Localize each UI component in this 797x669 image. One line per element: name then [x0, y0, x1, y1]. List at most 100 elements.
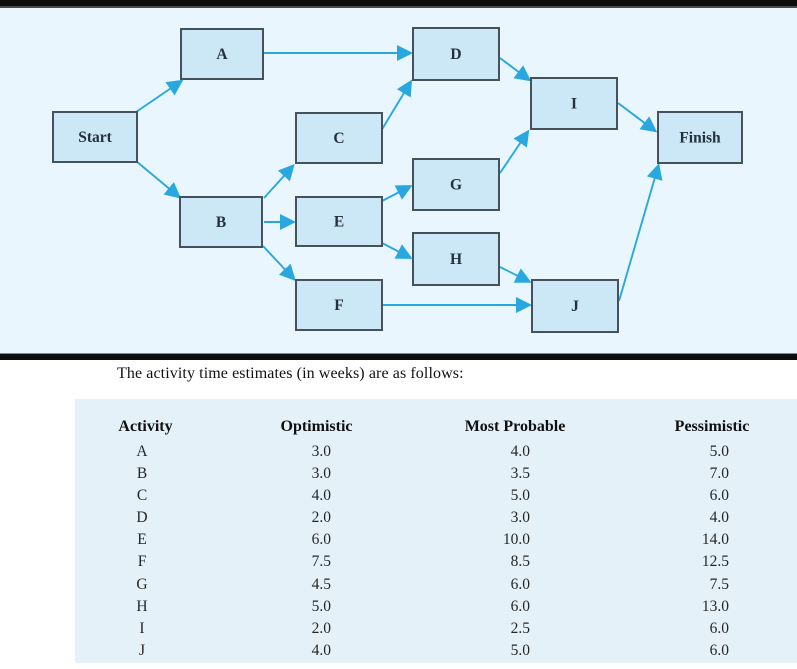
most-probable-cell: 8.5 [510, 553, 530, 571]
activity-cell: C [136, 487, 148, 505]
table-row-d: D 2.0 3.0 4.0 [75, 507, 797, 529]
node-f-label: F [334, 297, 343, 314]
most-probable-cell: 10.0 [502, 531, 530, 549]
pessimistic-cell: 13.0 [701, 597, 729, 615]
pessimistic-cell: 6.0 [709, 619, 729, 637]
node-j-label: J [571, 298, 579, 315]
network-diagram: Start A B C D E F G H I J Finish [52, 27, 743, 333]
edge-d-i [499, 57, 532, 82]
most-probable-cell: 3.5 [510, 465, 530, 483]
activity-cell: B [136, 465, 148, 483]
node-start-label: Start [78, 129, 112, 146]
optimistic-cell: 4.0 [311, 641, 331, 659]
activity-cell: A [136, 443, 148, 460]
table-row-h: H 5.0 6.0 13.0 [75, 596, 797, 618]
node-start [52, 111, 138, 163]
optimistic-cell: 3.0 [311, 443, 331, 460]
optimistic-cell: 4.5 [311, 575, 331, 593]
most-probable-cell: 5.0 [510, 641, 530, 659]
edge-h-j [499, 266, 532, 283]
node-h-label: H [450, 251, 462, 268]
most-probable-cell: 3.0 [510, 509, 530, 527]
pessimistic-cell: 7.5 [709, 575, 729, 593]
pessimistic-cell: 7.0 [709, 465, 729, 483]
table-row-b: B 3.0 3.5 7.0 [75, 463, 797, 485]
edge-e-h [381, 242, 413, 259]
node-b [179, 196, 263, 248]
node-i [530, 77, 618, 130]
node-a [180, 28, 264, 80]
edge-e-g [381, 185, 413, 202]
node-c [295, 112, 383, 164]
edge-i-finish [617, 102, 658, 133]
optimistic-cell: 6.0 [311, 531, 331, 549]
edge-j-finish [618, 163, 663, 302]
table-row-a: A 3.0 4.0 5.0 [75, 441, 797, 463]
edge-g-i [499, 129, 530, 174]
node-d-label: D [450, 46, 461, 63]
most-probable-cell: 4.0 [510, 443, 530, 460]
optimistic-cell: 3.0 [311, 465, 331, 483]
activity-cell: F [137, 553, 147, 571]
node-c-label: C [333, 130, 344, 147]
pessimistic-cell: 6.0 [709, 487, 729, 505]
top-rule [0, 0, 797, 8]
table-row-j: J 4.0 5.0 6.0 [75, 640, 797, 662]
table-row-f: F 7.5 8.5 12.5 [75, 551, 797, 573]
activity-cell: D [136, 509, 148, 527]
pessimistic-cell: 14.0 [701, 531, 729, 549]
table-row-c: C 4.0 5.0 6.0 [75, 485, 797, 507]
most-probable-cell: 5.0 [510, 487, 530, 505]
node-b-label: B [216, 214, 226, 231]
node-a-label: A [216, 46, 228, 63]
node-j [531, 279, 619, 333]
column-header-activity: Activity [118, 418, 173, 435]
activity-cell: G [136, 575, 148, 593]
table-row-e: E 6.0 10.0 14.0 [75, 529, 797, 551]
pessimistic-cell: 12.5 [701, 553, 729, 571]
edge-b-f [262, 245, 296, 281]
table-body: A 3.0 4.0 5.0 B 3.0 3.5 7.0 C 4.0 5.0 6.0 D 2.0 3.0 4.0… [75, 441, 797, 662]
edge-start-b [135, 160, 182, 199]
most-probable-cell: 6.0 [510, 597, 530, 615]
node-i-label: I [571, 96, 577, 113]
activity-cell: E [137, 531, 147, 549]
optimistic-cell: 4.0 [311, 487, 331, 505]
activity-cell: H [136, 597, 148, 615]
node-d [412, 27, 500, 81]
most-probable-cell: 6.0 [510, 575, 530, 593]
pessimistic-cell: 6.0 [709, 641, 729, 659]
edge-b-c [263, 164, 295, 199]
activity-times-table: Activity Optimistic Most Probable Pessim… [75, 399, 797, 663]
column-header-pessimistic: Pessimistic [674, 418, 750, 435]
activity-cell: I [139, 619, 145, 637]
table-caption: The activity time estimates (in weeks) a… [117, 365, 464, 382]
most-probable-cell: 2.5 [510, 619, 530, 637]
node-finish-label: Finish [679, 130, 721, 147]
activity-cell: J [138, 641, 146, 659]
optimistic-cell: 5.0 [311, 597, 331, 615]
optimistic-cell: 2.0 [311, 509, 331, 527]
nodes-layer: Start A B C D E F G H I J Finish [52, 27, 743, 333]
edges-layer [135, 44, 663, 314]
node-finish [657, 111, 743, 164]
node-g-label: G [450, 177, 462, 194]
divider-rule [0, 353, 797, 360]
node-g [412, 158, 500, 211]
node-e [295, 196, 383, 247]
node-e-label: E [334, 214, 344, 231]
node-f [295, 279, 383, 331]
column-header-optimistic: Optimistic [280, 418, 353, 435]
network-diagram-panel: Start A B C D E F G H I J Finish [0, 8, 797, 353]
column-header-most-probable: Most Probable [464, 418, 566, 435]
edge-start-a [135, 79, 184, 113]
edge-c-d [380, 79, 413, 132]
optimistic-cell: 2.0 [311, 619, 331, 637]
pessimistic-cell: 5.0 [709, 443, 729, 460]
table-row-g: G 4.5 6.0 7.5 [75, 574, 797, 596]
node-h [412, 232, 500, 286]
pessimistic-cell: 4.0 [709, 509, 729, 527]
optimistic-cell: 7.5 [311, 553, 331, 571]
table-row-i: I 2.0 2.5 6.0 [75, 618, 797, 640]
